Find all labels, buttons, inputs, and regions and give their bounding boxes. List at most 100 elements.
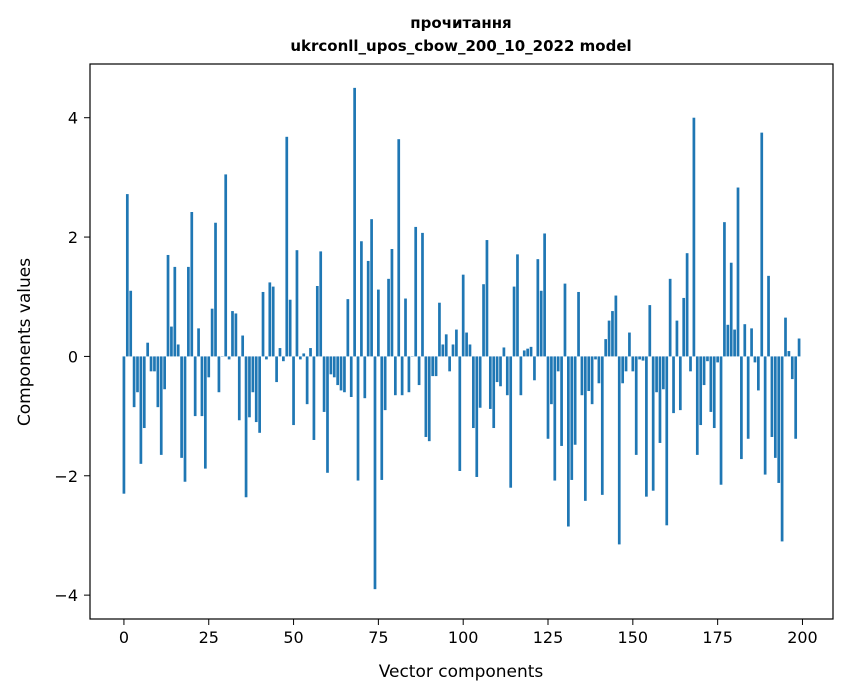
bar-component-88 [421,232,424,357]
bar-component-189 [763,356,767,475]
bar-component-25 [207,356,211,378]
bar-component-151 [634,356,638,455]
bar-component-112 [502,347,506,357]
bar-component-80 [393,356,397,396]
bar-component-95 [444,334,448,357]
bar-component-50 [292,356,295,426]
bar-component-140 [597,356,601,384]
bar-component-15 [173,266,177,357]
bar-component-153 [641,356,645,361]
bar-component-123 [539,290,543,357]
bar-component-168 [692,117,696,357]
bar-component-181 [736,187,740,357]
bar-component-36 [244,356,248,498]
bar-component-125 [546,356,550,439]
bar-component-41 [261,291,265,357]
bar-component-4 [136,356,139,393]
bar-component-132 [570,356,574,480]
bar-component-105 [478,356,482,408]
bar-component-156 [651,356,655,491]
bar-component-130 [563,283,567,357]
bar-component-3 [132,356,136,408]
bar-component-192 [773,356,777,458]
bar-component-157 [655,356,658,393]
bar-component-137 [587,356,591,392]
bar-component-23 [200,356,204,417]
bar-component-68 [353,87,356,357]
y-axis-label: Components values [15,258,35,426]
bar-component-106 [482,284,485,357]
bar-component-175 [716,356,719,363]
bar-component-52 [298,356,302,360]
bar-component-7 [146,342,150,357]
x-axis-ticks: 0 25 50 75 100 125 150 175 200 [119,619,818,647]
bar-component-39 [254,356,258,423]
bar-component-8 [149,356,153,372]
bar-component-26 [210,308,214,357]
bar-component-69 [356,356,360,481]
chart-title-line-2: ukrconll_upos_cbow_200_10_2022 model [290,37,631,55]
bar-component-75 [377,289,380,357]
x-tick-label: 50 [283,628,303,647]
bar-component-171 [702,356,706,386]
bar-component-79 [390,249,394,357]
bar-component-51 [295,250,299,357]
bar-component-48 [285,136,289,357]
bar-component-32 [231,311,234,357]
bar-component-46 [278,348,282,357]
bar-component-134 [577,291,580,357]
bar-component-18 [183,356,187,482]
bar-component-76 [380,356,384,480]
bar-component-177 [723,222,726,357]
bar-component-92 [434,356,438,377]
bar-component-182 [740,356,743,460]
bar-component-81 [397,139,401,357]
bar-component-164 [678,356,682,411]
bar-component-162 [672,356,675,414]
bar-component-87 [417,356,421,386]
bar-component-114 [509,356,513,488]
bar-component-186 [753,356,757,363]
bar-component-110 [495,356,499,383]
bar-component-195 [784,317,787,357]
bar-component-30 [224,174,228,357]
bar-component-149 [628,332,631,357]
bar-component-116 [516,254,519,357]
x-tick-label: 75 [368,628,388,647]
bar-component-141 [600,356,604,495]
bar-component-193 [777,356,781,483]
bar-component-184 [746,356,750,439]
bar-component-120 [529,346,533,357]
bar-component-111 [499,356,502,387]
bar-component-61 [329,356,333,375]
bar-component-143 [607,320,611,357]
bar-component-16 [176,344,180,357]
bar-component-44 [271,286,275,357]
bar-component-167 [689,356,692,372]
bar-component-57 [315,286,319,357]
bar-component-158 [658,356,662,443]
bar-component-28 [217,356,221,393]
bar-component-5 [139,356,143,464]
bar-component-173 [709,356,713,412]
bar-component-58 [319,251,323,357]
bar-component-103 [472,356,475,429]
bar-component-55 [309,348,312,357]
bar-component-122 [536,259,540,357]
bar-component-163 [675,320,679,357]
bar-component-54 [305,356,309,405]
bar-component-117 [519,356,523,396]
x-tick-label: 200 [787,628,818,647]
bar-component-62 [332,356,336,378]
bar-component-115 [512,286,516,357]
y-tick-label: −2 [54,467,78,486]
bar-component-71 [363,356,367,399]
bar-component-97 [451,344,455,357]
bar-component-21 [193,356,197,417]
bar-component-74 [373,356,377,590]
bar-component-38 [251,356,255,393]
bar-component-144 [611,311,614,357]
bar-component-24 [203,356,207,469]
bar-component-66 [346,299,350,357]
